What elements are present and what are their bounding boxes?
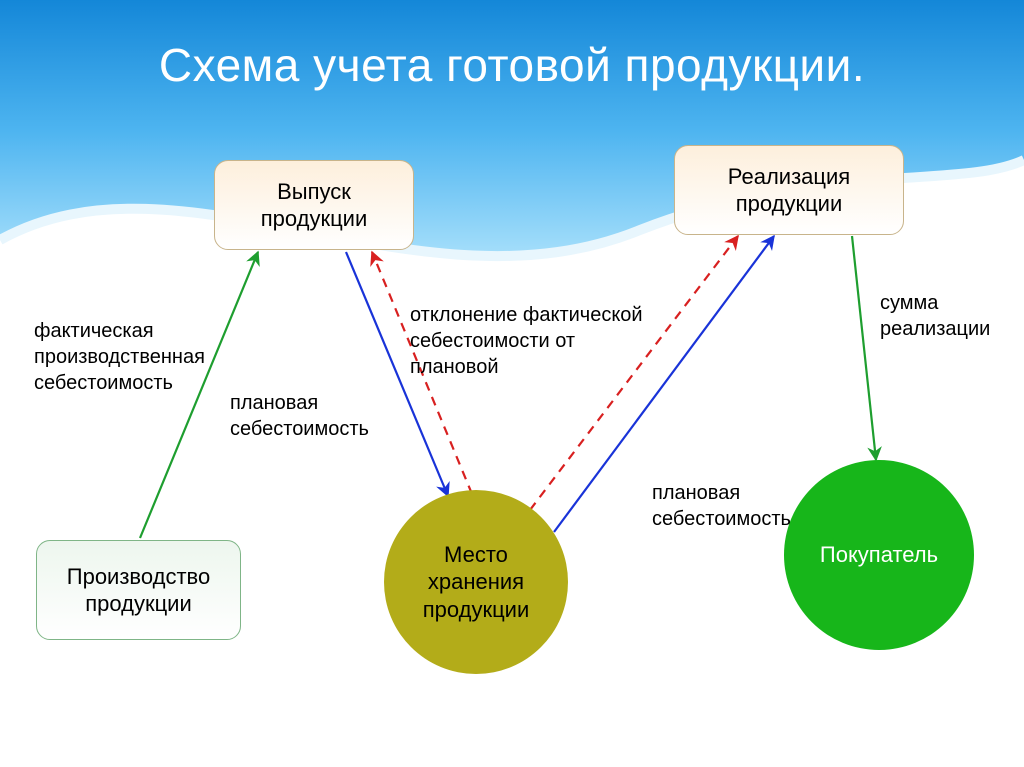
edge-label-release-to-storage: плановаясебестоимость <box>230 390 369 442</box>
node-label: Покупатель <box>820 541 938 569</box>
node-label: Выпускпродукции <box>261 178 368 233</box>
node-release: Выпускпродукции <box>214 160 414 250</box>
node-production: Производствопродукции <box>36 540 241 640</box>
edge-realization-to-buyer <box>852 236 876 460</box>
slide: Схема учета готовой продукции. Выпускпро… <box>0 0 1024 767</box>
edge-label-storage-to-realization-blue: плановаясебестоимость <box>652 480 791 532</box>
slide-title: Схема учета готовой продукции. <box>0 38 1024 92</box>
node-label: Местохраненияпродукции <box>423 541 530 624</box>
edge-label-realization-to-buyer: суммареализации <box>880 290 990 342</box>
edge-label-storage-to-release: отклонение фактическойсебестоимости отпл… <box>410 302 643 380</box>
node-label: Производствопродукции <box>67 563 210 618</box>
node-buyer: Покупатель <box>784 460 974 650</box>
node-label: Реализацияпродукции <box>728 163 850 218</box>
node-storage: Местохраненияпродукции <box>384 490 568 674</box>
edge-label-prod-to-release: фактическаяпроизводственнаясебестоимость <box>34 318 205 396</box>
node-realization: Реализацияпродукции <box>674 145 904 235</box>
